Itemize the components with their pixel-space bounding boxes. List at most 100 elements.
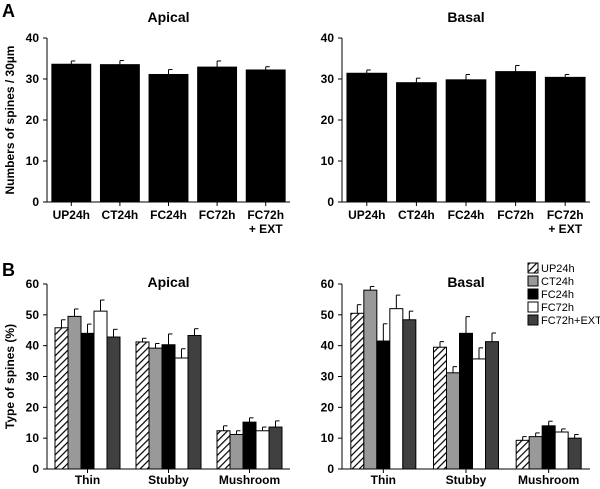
legend-label: UP24h bbox=[541, 263, 575, 275]
chart-4: Basal 0 10 20 30 40 50 60 Thin Stubby Mushroom UP24… bbox=[321, 262, 600, 487]
category-label: FC72h bbox=[547, 208, 584, 222]
bar-fc24h bbox=[459, 332, 473, 470]
y-tick-label: 60 bbox=[321, 277, 335, 291]
y-tick-label: 30 bbox=[321, 72, 335, 86]
y-axis-label: Type of spines (%) bbox=[3, 324, 17, 429]
y-tick-label: 10 bbox=[26, 431, 40, 445]
chart-title: Basal bbox=[447, 9, 484, 25]
chart-title: Apical bbox=[147, 274, 189, 290]
bar-fc72h-ext bbox=[187, 334, 202, 470]
category-label: UP24h bbox=[53, 208, 90, 222]
y-tick-label: 0 bbox=[32, 462, 39, 476]
category-label: UP24h bbox=[348, 208, 385, 222]
bar bbox=[51, 63, 92, 203]
bar-ct24h bbox=[363, 289, 378, 470]
y-tick-label: 40 bbox=[26, 339, 40, 353]
bar-fc24h bbox=[161, 344, 176, 470]
bar-fc24h bbox=[376, 340, 391, 470]
category-label: Thin bbox=[371, 473, 396, 487]
category-label: Mushroom bbox=[518, 473, 579, 487]
bar-fc72h-ext bbox=[485, 341, 499, 470]
category-label: Thin bbox=[75, 473, 100, 487]
chart-title: Basal bbox=[447, 274, 484, 290]
category-label: FC72h bbox=[497, 208, 534, 222]
y-tick-label: 20 bbox=[26, 113, 40, 127]
y-tick-label: 10 bbox=[321, 154, 335, 168]
y-tick-label: 50 bbox=[321, 308, 335, 322]
bar-up24h bbox=[515, 439, 530, 470]
legend-label: FC72h+EXT bbox=[541, 315, 600, 327]
bar bbox=[148, 73, 189, 203]
bar-fc72h-ext bbox=[402, 319, 417, 470]
bar bbox=[495, 71, 536, 203]
bar-ct24h bbox=[446, 372, 460, 470]
bar bbox=[99, 64, 140, 203]
category-label: CT24h bbox=[102, 208, 139, 222]
bar-up24h bbox=[216, 430, 231, 470]
bar-fc72h bbox=[174, 357, 189, 470]
y-tick-label: 0 bbox=[327, 462, 334, 476]
y-tick-label: 40 bbox=[321, 339, 335, 353]
legend-swatch bbox=[527, 288, 539, 300]
category-label: Stubby bbox=[446, 473, 487, 487]
legend-swatch bbox=[527, 275, 539, 287]
category-label: Stubby bbox=[148, 473, 189, 487]
bar-up24h bbox=[350, 312, 365, 470]
y-axis-label: Numbers of spines / 30µm bbox=[3, 46, 17, 195]
legend-swatch bbox=[527, 314, 539, 326]
category-label: FC24h bbox=[448, 208, 485, 222]
bar bbox=[197, 66, 238, 203]
bar-up24h bbox=[54, 327, 69, 470]
y-tick-label: 20 bbox=[26, 400, 40, 414]
bar-ct24h bbox=[67, 315, 82, 470]
legend-label: FC72h bbox=[541, 302, 574, 314]
bar bbox=[396, 82, 437, 203]
y-tick-label: 0 bbox=[32, 195, 39, 209]
legend-swatch bbox=[527, 301, 539, 313]
bar bbox=[544, 76, 586, 203]
bar-ct24h bbox=[148, 347, 163, 470]
bar-fc72h bbox=[255, 430, 270, 470]
y-tick-label: 30 bbox=[26, 72, 40, 86]
panel-letter-b: B bbox=[2, 260, 15, 280]
category-label: Mushroom bbox=[219, 473, 280, 487]
legend-label: FC24h bbox=[541, 289, 574, 301]
bar-fc24h bbox=[541, 425, 556, 470]
y-tick-label: 50 bbox=[26, 308, 40, 322]
bar-ct24h bbox=[528, 436, 543, 470]
bar-fc72h bbox=[472, 358, 486, 470]
category-label: FC72h bbox=[247, 208, 284, 222]
bar bbox=[445, 79, 487, 203]
category-label: + EXT bbox=[249, 222, 283, 236]
chart-3: Apical Type of spines (%) 0 10 20 30 40 50 60 Thi… bbox=[3, 274, 290, 487]
bar-fc24h bbox=[242, 421, 257, 470]
chart-1: Apical Numbers of spines / 30µm 0 10 20 30 40 U… bbox=[3, 9, 290, 236]
bar-fc72h bbox=[554, 431, 569, 470]
category-label: CT24h bbox=[398, 208, 435, 222]
y-tick-label: 10 bbox=[321, 431, 335, 445]
bar bbox=[245, 69, 286, 203]
category-label: + EXT bbox=[548, 222, 582, 236]
panel-letter-a: A bbox=[2, 1, 15, 21]
bar-fc72h-ext bbox=[106, 336, 121, 470]
legend-swatch bbox=[527, 262, 539, 274]
category-label: FC24h bbox=[150, 208, 187, 222]
y-tick-label: 30 bbox=[321, 370, 335, 384]
bar-ct24h bbox=[229, 433, 244, 470]
category-label: FC72h bbox=[199, 208, 236, 222]
bar-up24h bbox=[433, 346, 447, 470]
bar-fc24h bbox=[80, 332, 95, 470]
y-tick-label: 20 bbox=[321, 113, 335, 127]
bar-up24h bbox=[135, 341, 150, 470]
bar-fc72h bbox=[389, 308, 404, 470]
bar bbox=[346, 72, 388, 203]
y-tick-label: 40 bbox=[26, 31, 40, 45]
bar-fc72h-ext bbox=[268, 426, 283, 470]
legend-label: CT24h bbox=[541, 276, 574, 288]
bar-fc72h-ext bbox=[567, 437, 582, 470]
chart-title: Apical bbox=[147, 9, 189, 25]
y-tick-label: 20 bbox=[321, 400, 335, 414]
